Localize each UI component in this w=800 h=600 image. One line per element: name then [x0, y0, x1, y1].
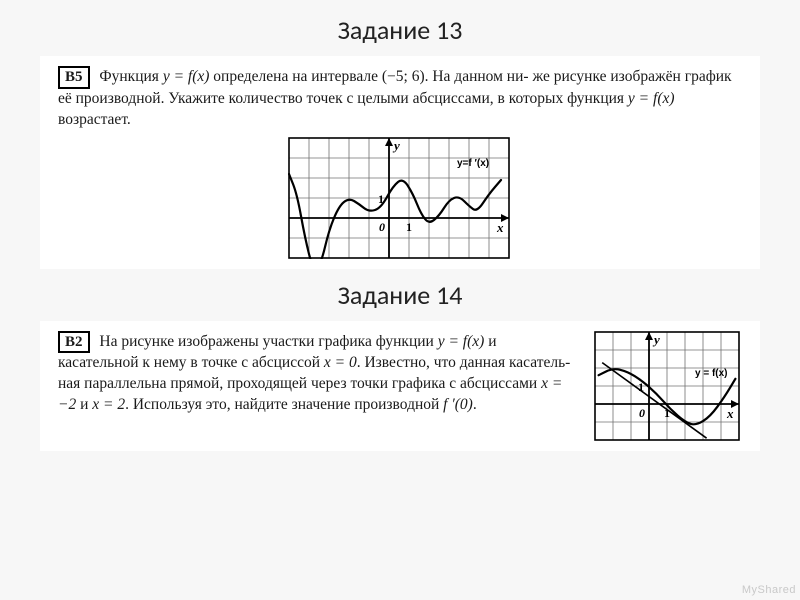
- svg-text:y: y: [392, 138, 400, 153]
- svg-text:y = f(x): y = f(x): [695, 368, 728, 379]
- p2-fp0: f ′(0): [443, 396, 473, 413]
- problem1-block: B5 Функция y = f(x) определена на интерв…: [40, 56, 760, 269]
- problem2-badge: B2: [58, 331, 90, 354]
- problem2-text: B2 На рисунке изображены участки графика…: [58, 331, 580, 417]
- svg-text:0: 0: [379, 220, 385, 234]
- p1-tC: . На данном ни-: [425, 68, 529, 85]
- p1-yfx2: y = f(x): [628, 90, 675, 107]
- svg-text:y=f ′(x): y=f ′(x): [457, 158, 489, 169]
- svg-text:x: x: [496, 220, 504, 235]
- p2-tC: . Известно, что данная касатель-: [357, 354, 571, 371]
- p2-tD: ная параллельна прямой, проходящей через…: [58, 375, 541, 392]
- p2-tA: На рисунке изображены участки графика фу…: [99, 333, 437, 350]
- svg-text:x: x: [726, 406, 734, 421]
- p2-yfx: y = f(x): [438, 333, 485, 350]
- problem1-chart: 011yxy=f ′(x): [288, 137, 510, 259]
- svg-text:1: 1: [406, 220, 412, 234]
- p1-tB: определена на интервале: [209, 68, 381, 85]
- problem1-chart-wrap: 011yxy=f ′(x): [58, 131, 740, 259]
- problem1-badge: B5: [58, 66, 90, 89]
- p2-x2: x = 2: [92, 396, 125, 413]
- problem2-chart-wrap: 011yxy = f(x): [594, 331, 740, 441]
- problem2-block: B2 На рисунке изображены участки графика…: [40, 321, 760, 451]
- p1-tE: возрастает.: [58, 111, 131, 128]
- problem2-chart: 011yxy = f(x): [594, 331, 740, 441]
- watermark: MyShared: [742, 584, 796, 596]
- p2-tE: и: [76, 396, 92, 413]
- svg-text:0: 0: [639, 406, 645, 420]
- page: Задание 13 B5 Функция y = f(x) определен…: [0, 0, 800, 600]
- p2-x0: x = 0: [324, 354, 357, 371]
- problem1-text: B5 Функция y = f(x) определена на интерв…: [58, 66, 740, 131]
- p1-yfx1: y = f(x): [163, 68, 210, 85]
- p1-tA: Функция: [99, 68, 162, 85]
- p1-interval: (−5; 6): [382, 68, 425, 85]
- svg-text:y: y: [652, 332, 660, 347]
- p2-tG: .: [473, 396, 477, 413]
- task13-title: Задание 13: [40, 14, 760, 46]
- task14-title: Задание 14: [40, 279, 760, 311]
- p2-tF: . Используя это, найдите значение произв…: [125, 396, 443, 413]
